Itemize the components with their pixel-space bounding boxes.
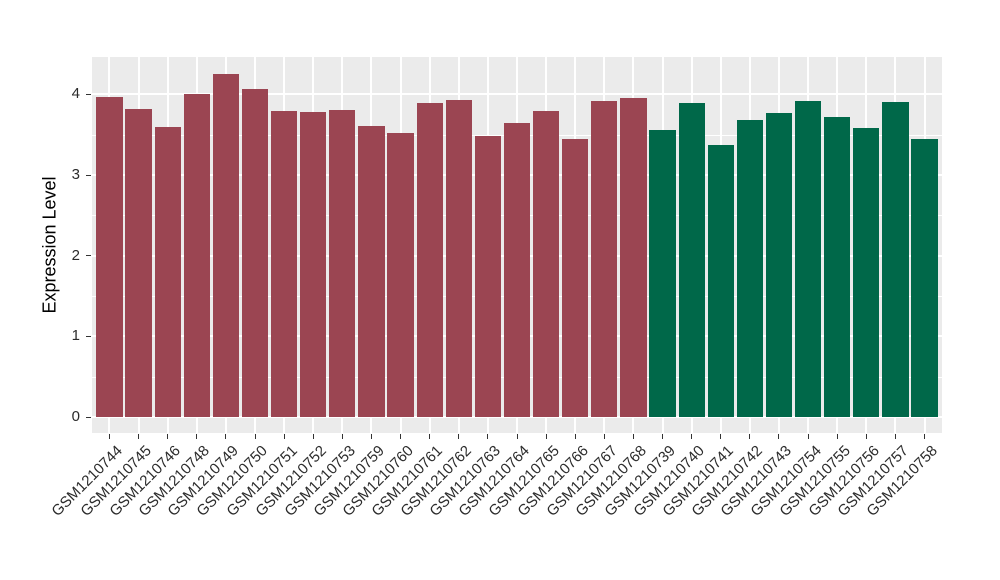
bar-GSM1210767: [591, 100, 618, 417]
x-tick: [370, 434, 372, 439]
bar-GSM1210759: [358, 125, 385, 417]
y-tick: [86, 416, 91, 418]
bar-GSM1210742: [736, 120, 763, 417]
y-tick-label: 2: [71, 246, 80, 264]
x-tick: [574, 434, 576, 439]
bar-GSM1210768: [620, 97, 647, 417]
y-tick-label: 3: [71, 166, 80, 184]
bar-GSM1210749: [212, 74, 239, 417]
x-tick: [283, 434, 285, 439]
bar-GSM1210748: [183, 94, 210, 417]
bar-GSM1210766: [562, 138, 589, 417]
x-tick: [691, 434, 693, 439]
bar-GSM1210753: [329, 109, 356, 417]
x-tick: [196, 434, 198, 439]
x-tick: [400, 434, 402, 439]
x-tick: [836, 434, 838, 439]
bar-GSM1210756: [853, 128, 880, 417]
x-tick: [924, 434, 926, 439]
x-tick: [545, 434, 547, 439]
x-tick: [458, 434, 460, 439]
bar-GSM1210745: [125, 108, 152, 417]
bar-GSM1210741: [707, 145, 734, 417]
y-tick: [86, 255, 91, 257]
bar-GSM1210740: [678, 103, 705, 417]
plot-panel: [92, 57, 942, 433]
bar-GSM1210744: [96, 96, 123, 417]
x-tick: [312, 434, 314, 439]
bar-GSM1210757: [882, 102, 909, 417]
bar-GSM1210765: [533, 110, 560, 417]
bar-GSM1210758: [911, 138, 938, 417]
bar-GSM1210755: [824, 116, 851, 417]
x-tick: [516, 434, 518, 439]
bar-GSM1210763: [474, 135, 501, 417]
x-tick: [341, 434, 343, 439]
x-tick: [632, 434, 634, 439]
bar-GSM1210761: [416, 103, 443, 417]
x-tick: [662, 434, 664, 439]
x-tick: [749, 434, 751, 439]
bar-GSM1210750: [241, 88, 269, 417]
bar-GSM1210751: [271, 110, 298, 417]
x-tick: [429, 434, 431, 439]
bar-GSM1210762: [445, 100, 472, 417]
y-tick: [86, 174, 91, 176]
x-tick: [167, 434, 169, 439]
x-tick: [108, 434, 110, 439]
y-tick-label: 0: [71, 408, 80, 425]
x-tick: [778, 434, 780, 439]
x-tick: [720, 434, 722, 439]
y-tick: [86, 93, 91, 95]
x-tick: [807, 434, 809, 439]
bar-GSM1210764: [503, 122, 531, 417]
y-axis-title: Expression Level: [39, 176, 60, 314]
bar-GSM1210754: [794, 100, 822, 417]
y-tick: [86, 335, 91, 337]
bar-GSM1210752: [300, 112, 327, 417]
bar-GSM1210739: [649, 129, 676, 417]
bar-GSM1210746: [154, 127, 181, 417]
x-tick: [225, 434, 227, 439]
y-tick-label: 4: [71, 85, 80, 103]
y-tick-label: 1: [71, 327, 80, 345]
x-tick: [894, 434, 896, 439]
x-tick: [254, 434, 256, 439]
x-tick: [603, 434, 605, 439]
x-tick: [865, 434, 867, 439]
x-tick: [487, 434, 489, 439]
x-tick: [138, 434, 140, 439]
bar-GSM1210760: [387, 133, 414, 417]
bar-GSM1210743: [765, 112, 793, 417]
